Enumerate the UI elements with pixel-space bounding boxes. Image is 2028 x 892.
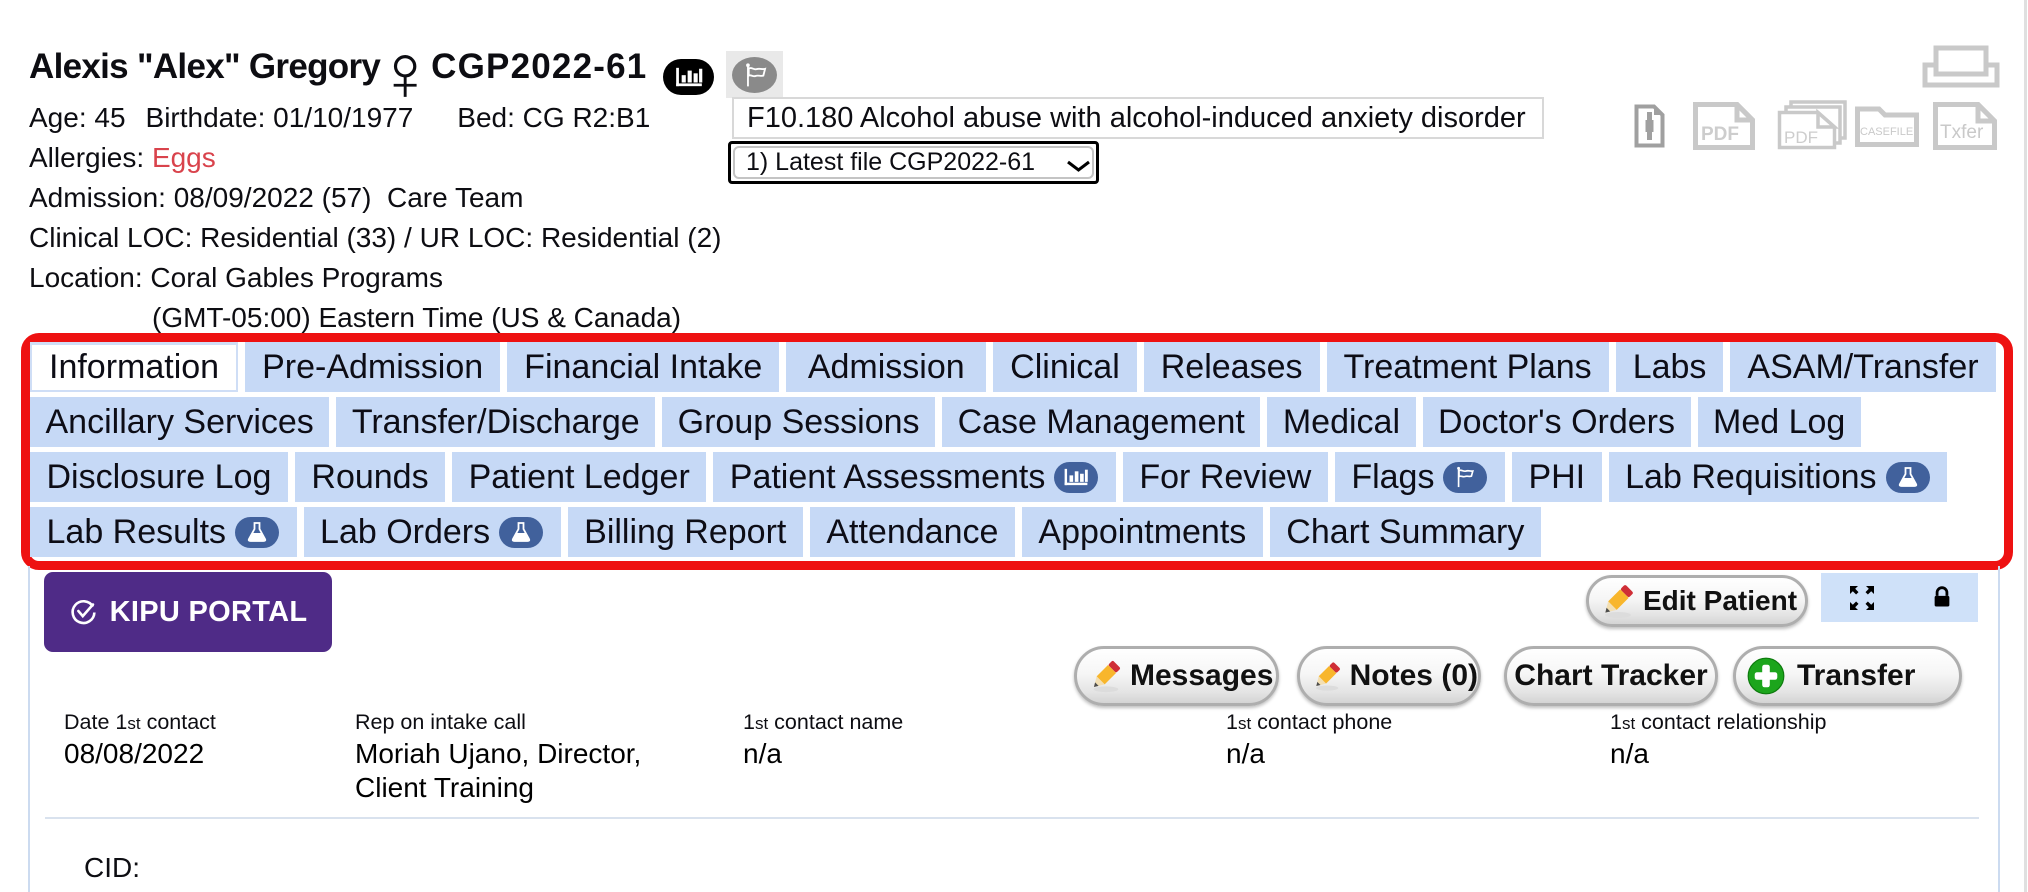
svg-text:Txfer: Txfer [1940, 122, 1984, 143]
svg-text:PDF: PDF [1784, 128, 1818, 147]
svg-text:CASEFILE: CASEFILE [1860, 126, 1913, 138]
svg-text:PDF: PDF [1701, 124, 1739, 145]
